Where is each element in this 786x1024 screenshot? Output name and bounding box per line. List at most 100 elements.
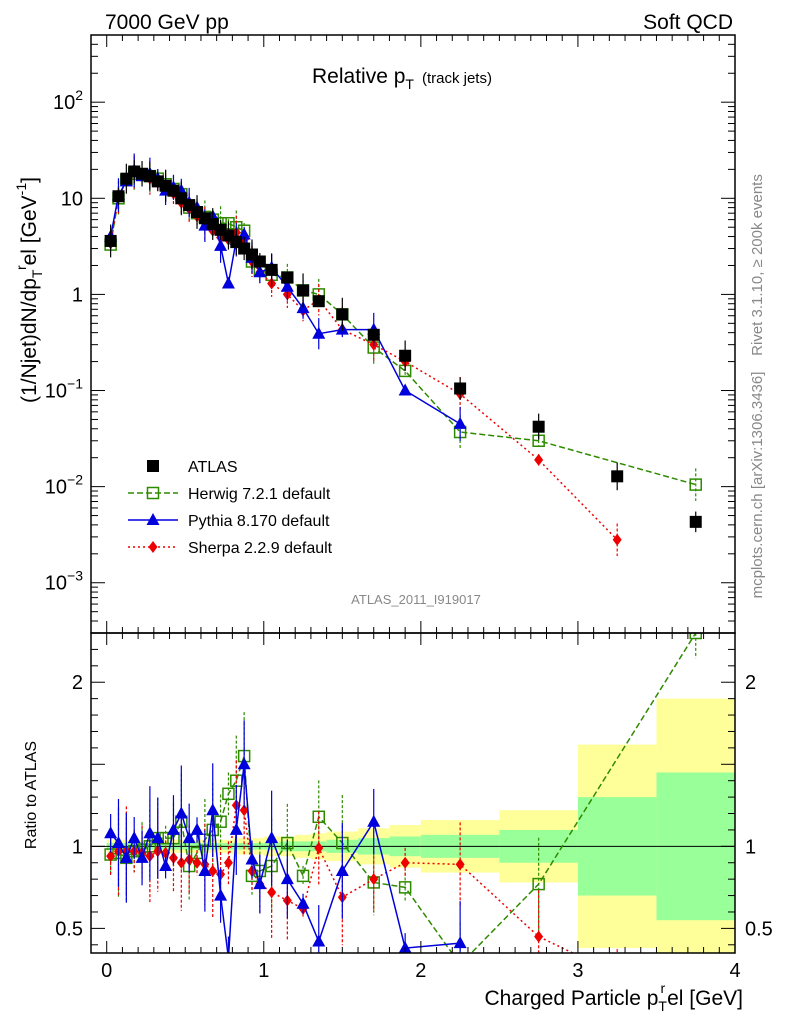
mcplots-label: mcplots.cern.ch [arXiv:1306.3436] [749, 372, 766, 599]
pythia-ratio-point [206, 803, 220, 816]
legend-marker [146, 486, 160, 500]
ratio-y-axis-label: Ratio to ATLAS [23, 741, 40, 849]
ratio-tick-label: 2 [72, 672, 83, 694]
y-axis-label: (1/Njet)dN/dpTrel [GeV-1] [13, 177, 45, 403]
herwig-ratio-point [532, 877, 545, 891]
pythia-ratio-point [198, 863, 212, 876]
sherpa-ratio-point [267, 886, 277, 899]
pythia-ratio-point [159, 859, 173, 872]
ratio-tick-label: 2 [745, 672, 756, 694]
herwig-ratio-line [110, 633, 697, 953]
pythia-ratio-point [166, 822, 180, 835]
herwig-ratio-point [214, 815, 227, 828]
ratio-tick-label: 1 [745, 836, 756, 858]
pythia-point [280, 279, 294, 292]
herwig-ratio-point [689, 633, 702, 640]
sherpa-ratio-point [106, 850, 116, 863]
sherpa-ratio-point [239, 804, 249, 817]
atlas-point [112, 190, 125, 203]
pythia-ratio-point [135, 850, 149, 863]
sherpa-ratio-point [455, 858, 465, 871]
sherpa-ratio-point [223, 856, 233, 869]
pythia-ratio-point [237, 757, 251, 770]
herwig-ratio-point [296, 869, 310, 883]
sherpa-point [612, 533, 622, 546]
pythia-point [312, 326, 326, 339]
ratio-panel-frame [90, 632, 736, 954]
y-tick-label: 10 [61, 188, 83, 210]
atlas-point [297, 284, 310, 297]
atlas-point [611, 470, 624, 483]
x-axis-label: Charged Particle pTrel [GeV] [484, 980, 743, 1014]
pythia-ratio-point [265, 831, 279, 844]
legend-label: Pythia 8.170 default [188, 513, 330, 530]
y-tick-label: 102 [53, 87, 83, 114]
herwig-ratio-point [398, 881, 412, 894]
sherpa-ratio-point [314, 841, 324, 854]
pythia-ratio-point [296, 896, 310, 909]
atlas-point [367, 328, 380, 341]
pythia-point [214, 238, 228, 251]
pythia-ratio-point [280, 872, 294, 885]
sherpa-ratio-point [369, 873, 379, 886]
x-tick-label: 4 [729, 960, 740, 982]
ratio-tick-label: 1 [72, 836, 83, 858]
pythia-point [453, 416, 467, 429]
sherpa-ratio-point [192, 856, 202, 869]
pythia-ratio-point [127, 831, 141, 844]
sherpa-ratio-point [176, 856, 186, 869]
legend-marker [148, 541, 158, 553]
y-tick-label: 10−1 [45, 376, 83, 403]
pythia-ratio-point [119, 850, 133, 863]
pythia-ratio-point [229, 822, 243, 835]
legend-label: Herwig 7.2.1 default [188, 486, 331, 503]
x-tick-label: 0 [101, 960, 112, 982]
atlas-point [454, 382, 467, 395]
pythia-ratio-point [143, 826, 157, 839]
chart-title: Relative pT (track jets) [312, 65, 492, 92]
pythia-ratio-point [190, 822, 204, 835]
x-tick-label: 1 [258, 960, 269, 982]
sherpa-ratio-point [613, 968, 622, 980]
pythia-ratio-point [245, 852, 259, 865]
atlas-point [312, 295, 325, 308]
y-tick-label: 1 [72, 284, 83, 306]
pythia-ratio-line [110, 764, 461, 953]
herwig-point [689, 478, 702, 491]
rivet-label: Rivet 3.1.10, ≥ 200k events [749, 174, 766, 356]
sherpa-ratio-point [208, 864, 218, 877]
pythia-ratio-point [312, 934, 326, 947]
header-right: Soft QCD [643, 11, 733, 34]
atlas-point [281, 271, 294, 284]
pythia-ratio-point [367, 814, 381, 827]
herwig-ratio-point [455, 959, 466, 970]
sherpa-point [534, 453, 544, 466]
sherpa-line [109, 171, 618, 541]
pythia-ratio-point [335, 863, 349, 876]
x-tick-label: 2 [415, 960, 426, 982]
pythia-ratio-point [214, 888, 228, 901]
pythia-ratio-point [253, 877, 267, 890]
sherpa-ratio-point [400, 856, 410, 869]
atlas-point [532, 420, 545, 433]
atlas-point [399, 349, 412, 362]
legend-marker [146, 513, 160, 525]
pythia-point [398, 383, 412, 396]
pythia-ratio-point [453, 936, 467, 949]
atlas-point [265, 263, 278, 276]
legend-marker [147, 460, 159, 472]
herwig-ratio-point [222, 787, 235, 801]
legend-label: Sherpa 2.2.9 default [188, 540, 333, 557]
y-tick-label: 10−2 [45, 472, 83, 499]
pythia-ratio-point [111, 836, 125, 849]
sherpa-ratio-point [534, 930, 544, 943]
pythia-ratio-point [151, 831, 165, 844]
atlas-point [336, 308, 349, 321]
pythia-ratio-point [104, 826, 118, 839]
ratio-tick-label: 0.5 [745, 918, 773, 940]
legend: ATLAS Herwig 7.2.1 default Pythia 8.170 de… [128, 459, 333, 557]
atlas-point [253, 255, 266, 268]
x-tick-label: 3 [572, 960, 583, 982]
